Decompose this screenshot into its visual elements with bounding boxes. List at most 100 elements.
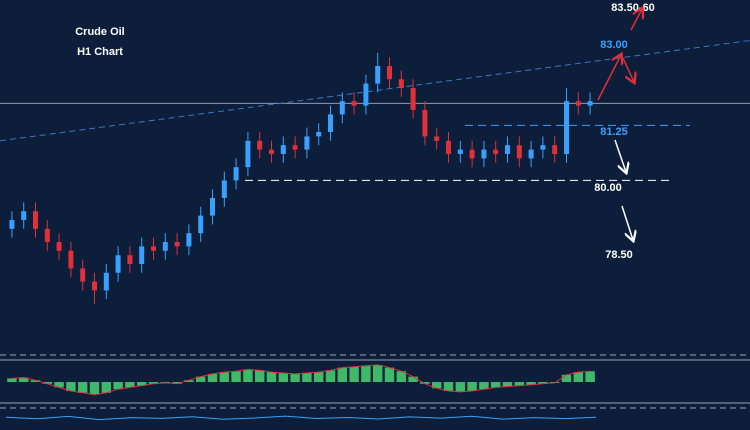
candle-body	[351, 101, 357, 106]
signal-line	[11, 364, 591, 396]
histogram-bar	[30, 380, 41, 382]
histogram-bar	[219, 372, 230, 382]
histogram-bar	[538, 382, 548, 384]
candle-body	[44, 228, 50, 242]
histogram-bar	[172, 382, 182, 384]
histogram-bar	[467, 382, 477, 391]
candle-body	[339, 101, 345, 115]
candle-body	[269, 149, 274, 154]
candle-body	[245, 140, 251, 168]
level-label: 83.50-60	[611, 2, 654, 14]
histogram-bar	[148, 382, 159, 384]
candle-body	[446, 140, 451, 154]
histogram-bar	[490, 382, 501, 388]
candle-body	[292, 145, 298, 150]
candle-body	[398, 79, 404, 88]
histogram-bar	[372, 364, 383, 382]
arrow	[614, 139, 626, 172]
candle-body	[516, 145, 522, 159]
histogram-bar	[101, 382, 112, 393]
histogram-bar	[136, 382, 147, 386]
trendline	[0, 39, 750, 142]
candle-body	[552, 145, 558, 154]
histogram-bar	[479, 382, 489, 390]
histogram-bar	[561, 374, 572, 382]
arrow	[622, 57, 634, 82]
candle-body	[422, 110, 428, 137]
candle-body	[127, 255, 133, 264]
candle-body	[375, 66, 381, 84]
candle-body	[139, 246, 145, 264]
candle-body	[221, 180, 227, 198]
candle-body	[587, 101, 593, 106]
chart-title: Crude Oil	[75, 26, 125, 38]
histogram-bar	[125, 382, 135, 388]
histogram-bar	[337, 367, 348, 382]
candle-body	[528, 149, 534, 159]
oscillator-line	[5, 415, 597, 421]
candle-body	[198, 215, 204, 234]
histogram-bar	[502, 382, 513, 387]
candle-body	[328, 114, 333, 132]
candle-body	[387, 66, 392, 80]
histogram-bar	[89, 382, 100, 395]
chart-subtitle: H1 Chart	[77, 46, 123, 58]
candle-body	[9, 220, 15, 229]
candle-body	[162, 242, 168, 251]
histogram-bar	[7, 378, 17, 382]
candle-body	[410, 88, 416, 110]
candle-body	[151, 246, 156, 251]
arrow	[597, 55, 621, 101]
level-label: 81.25	[600, 126, 628, 138]
histogram-bar	[302, 373, 312, 382]
histogram-bar	[526, 382, 536, 385]
candle-body	[92, 281, 97, 291]
histogram-bar	[243, 369, 253, 382]
histogram-bar	[184, 380, 194, 382]
histogram-bar	[231, 371, 241, 382]
histogram-bar	[585, 371, 595, 382]
histogram-bar	[408, 376, 418, 382]
candle-body	[186, 233, 192, 247]
candle-body	[564, 101, 569, 154]
histogram-bar	[514, 382, 525, 386]
arrow	[630, 9, 642, 31]
candle-body	[103, 272, 109, 291]
candle-body	[233, 167, 239, 181]
candle-body	[21, 211, 27, 220]
level-label: 78.50	[605, 249, 633, 261]
candle-body	[469, 149, 475, 159]
candle-body	[257, 140, 263, 150]
candle-body	[210, 198, 215, 216]
histogram-bar	[18, 377, 29, 382]
histogram-bar	[278, 373, 289, 382]
histogram-bar	[207, 373, 218, 382]
level-label: 83.00	[600, 39, 628, 51]
plot: 83.50-60 83.00 81.25 80.00 78.50	[0, 2, 750, 421]
candle-body	[68, 250, 74, 269]
histogram-bar	[42, 382, 53, 384]
candle-body	[115, 255, 121, 273]
histogram-bar	[361, 365, 371, 382]
candle-body	[493, 149, 499, 154]
histogram-bar	[573, 372, 584, 382]
histogram-bar	[113, 382, 123, 390]
histogram-bar	[195, 376, 206, 382]
candle-body	[575, 101, 581, 106]
histogram-bar	[431, 382, 442, 389]
histogram-bar	[349, 366, 359, 382]
histogram-bar	[290, 373, 300, 382]
histogram-bar	[325, 370, 336, 382]
histogram-bar	[77, 382, 88, 393]
candle-body	[56, 242, 62, 251]
histogram-bar	[313, 372, 324, 382]
candle-body	[33, 211, 38, 229]
candle-body	[505, 145, 510, 154]
arrow	[621, 205, 633, 240]
histogram-bar	[66, 382, 76, 391]
candle-body	[481, 149, 487, 159]
candle-body	[304, 136, 310, 150]
candle-body	[174, 242, 180, 247]
histogram-bar	[443, 382, 454, 391]
